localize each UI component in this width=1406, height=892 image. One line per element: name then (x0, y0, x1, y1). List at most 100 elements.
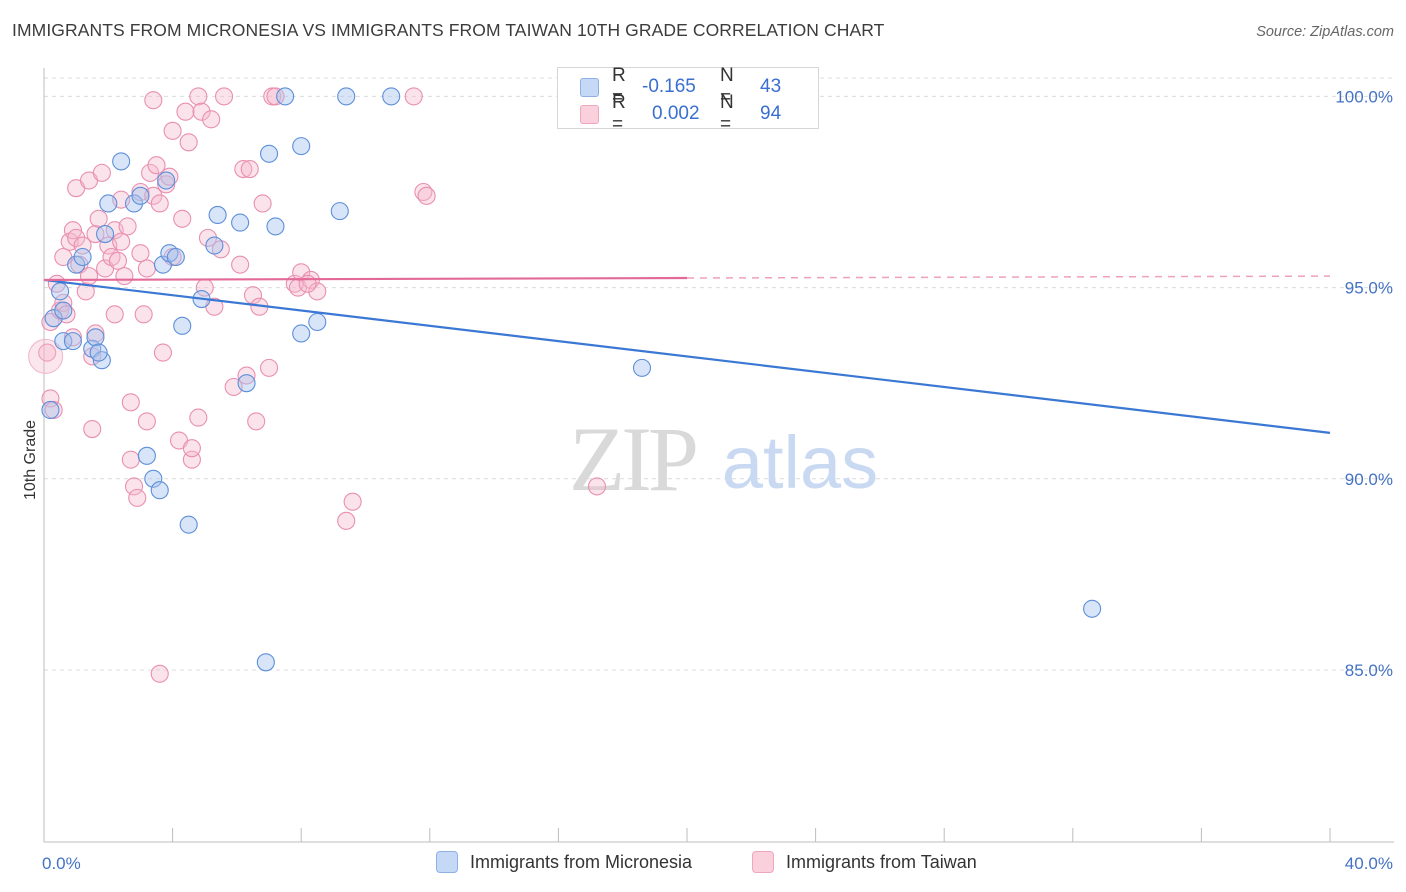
point-micronesia (276, 87, 295, 106)
point-micronesia (144, 469, 163, 488)
point-micronesia (173, 316, 192, 335)
point-taiwan (173, 209, 192, 228)
point-taiwan (189, 408, 208, 427)
point-taiwan (240, 160, 259, 179)
point-micronesia (266, 217, 285, 236)
point-taiwan (417, 186, 436, 205)
point-taiwan (115, 267, 134, 286)
series-legend: Immigrants from Micronesia Immigrants fr… (0, 851, 1406, 877)
point-taiwan (105, 305, 124, 324)
y-tick-label: 100.0% (1335, 87, 1393, 106)
point-micronesia (166, 247, 185, 267)
point-taiwan (237, 366, 256, 385)
legend-item-micronesia[interactable]: Immigrants from Micronesia (436, 851, 692, 873)
point-micronesia (157, 171, 176, 190)
watermark-atlas: atlas (722, 421, 878, 504)
trend-line-taiwan-extension (686, 275, 1331, 279)
legend-item-taiwan[interactable]: Immigrants from Taiwan (752, 851, 977, 873)
point-taiwan (153, 343, 173, 362)
legend-r-label: R = (612, 65, 626, 108)
legend-n-value: 43 (760, 76, 782, 97)
point-taiwan (147, 156, 166, 175)
point-micronesia (44, 309, 63, 328)
point-taiwan (308, 282, 327, 301)
point-taiwan (192, 102, 211, 121)
y-axis-title: 10th Grade (22, 420, 39, 500)
point-micronesia (292, 324, 311, 343)
point-taiwan (234, 160, 253, 179)
point-taiwan (137, 412, 156, 431)
point-taiwan (137, 259, 156, 278)
point-micronesia (131, 186, 150, 205)
point-taiwan (292, 263, 311, 282)
point-taiwan (76, 282, 95, 301)
point-taiwan (112, 232, 131, 251)
point-taiwan (214, 87, 234, 106)
legend-swatch-taiwan (752, 851, 774, 873)
point-taiwan (253, 194, 272, 213)
point-taiwan (118, 217, 137, 236)
point-taiwan (121, 450, 140, 469)
correlation-legend: R = -0.165 N = 43 R = 0.002 N = 94 (557, 65, 819, 135)
chart-title: IMMIGRANTS FROM MICRONESIA VS IMMIGRANTS… (12, 20, 885, 40)
legend-swatch-taiwan (580, 104, 599, 124)
point-taiwan (63, 328, 82, 347)
legend-swatch-micronesia (436, 851, 458, 873)
point-micronesia (292, 137, 311, 156)
point-taiwan (141, 163, 160, 182)
point-taiwan (83, 420, 102, 439)
point-taiwan (150, 664, 169, 683)
chart-source: Source: ZipAtlas.com (1256, 24, 1394, 40)
point-micronesia (63, 332, 82, 351)
x-tick-label: 40.0% (1345, 854, 1393, 873)
point-micronesia (382, 87, 401, 106)
legend-label-micronesia: Immigrants from Micronesia (470, 851, 693, 872)
point-micronesia (41, 400, 60, 419)
trend-lines (43, 275, 1331, 434)
y-tick-label: 90.0% (1345, 470, 1393, 489)
point-taiwan (144, 91, 163, 110)
point-taiwan (128, 488, 147, 507)
point-taiwan (150, 194, 169, 213)
point-micronesia (205, 236, 224, 255)
point-micronesia (86, 328, 105, 347)
point-micronesia (137, 446, 156, 465)
legend-n-value: 94 (760, 103, 782, 124)
point-micronesia (73, 247, 92, 267)
point-micronesia (1083, 599, 1102, 618)
point-micronesia (54, 301, 73, 320)
point-micronesia (308, 312, 327, 332)
watermark-zip: ZIP (569, 408, 696, 510)
point-micronesia (208, 205, 227, 224)
point-micronesia (54, 332, 73, 351)
point-taiwan (54, 293, 73, 312)
tick-labels: 85.0% 90.0% 95.0% 100.0% 0.0% 40.0% (42, 87, 1393, 873)
point-taiwan-large (28, 338, 64, 374)
legend-r-value: -0.165 (642, 76, 696, 97)
point-micronesia (337, 87, 356, 106)
point-taiwan (259, 358, 279, 377)
point-taiwan (182, 439, 201, 458)
point-micronesia (179, 515, 198, 534)
point-taiwan (92, 163, 111, 182)
point-micronesia (330, 202, 349, 221)
point-taiwan (231, 255, 250, 274)
legend-label-taiwan: Immigrants from Taiwan (786, 851, 977, 872)
point-micronesia (150, 481, 169, 500)
point-taiwan (121, 393, 140, 412)
point-micronesia (99, 194, 118, 213)
y-tick-label: 85.0% (1345, 661, 1393, 680)
trend-line-taiwan (43, 276, 688, 282)
point-taiwan (247, 412, 266, 431)
point-taiwan (176, 102, 195, 121)
point-taiwan (266, 87, 285, 106)
point-taiwan (189, 87, 208, 106)
legend-row-taiwan: R = 0.002 N = 94 (558, 92, 782, 135)
legend-n-label: N = (720, 92, 734, 135)
point-taiwan (38, 343, 57, 362)
point-micronesia (259, 144, 279, 163)
point-micronesia (67, 255, 86, 274)
point-taiwan (67, 228, 86, 247)
point-micronesia (256, 653, 275, 672)
